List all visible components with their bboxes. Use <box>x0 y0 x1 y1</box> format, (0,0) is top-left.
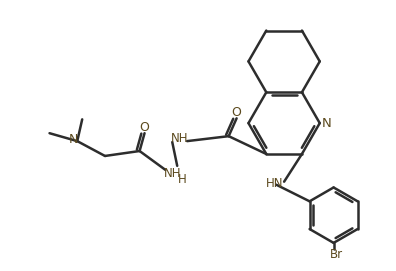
Text: N: N <box>322 117 331 130</box>
Text: N: N <box>69 133 78 146</box>
Text: NH: NH <box>170 132 188 145</box>
Text: NH: NH <box>164 167 181 180</box>
Text: Br: Br <box>330 248 343 261</box>
Text: H: H <box>178 173 187 186</box>
Text: O: O <box>140 121 150 134</box>
Text: O: O <box>232 106 242 119</box>
Text: HN: HN <box>265 177 283 190</box>
